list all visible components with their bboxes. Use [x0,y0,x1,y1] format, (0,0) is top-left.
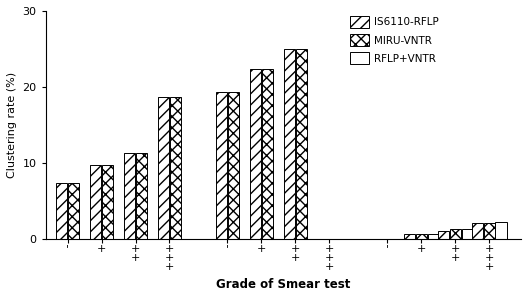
X-axis label: Grade of Smear test: Grade of Smear test [216,278,351,291]
Bar [250,69,261,238]
Bar [484,224,495,238]
Bar [495,222,507,238]
Bar [416,234,427,238]
Bar [90,165,101,238]
Legend: IS6110-RFLP, MIRU-VNTR, RFLP+VNTR: IS6110-RFLP, MIRU-VNTR, RFLP+VNTR [346,12,442,69]
Bar [56,183,67,238]
Bar [102,165,113,238]
Bar [284,49,295,238]
Bar [170,97,181,238]
Bar [68,183,79,238]
Bar [228,92,239,238]
Bar [438,231,449,238]
Bar [296,49,307,238]
Bar [158,97,169,238]
Bar [449,229,461,238]
Bar [472,224,483,238]
Bar [403,234,415,238]
Bar [124,153,135,238]
Bar [428,234,439,238]
Bar [461,229,473,238]
Y-axis label: Clustering rate (%): Clustering rate (%) [7,72,17,178]
Bar [136,153,147,238]
Bar [216,92,227,238]
Bar [262,69,273,238]
